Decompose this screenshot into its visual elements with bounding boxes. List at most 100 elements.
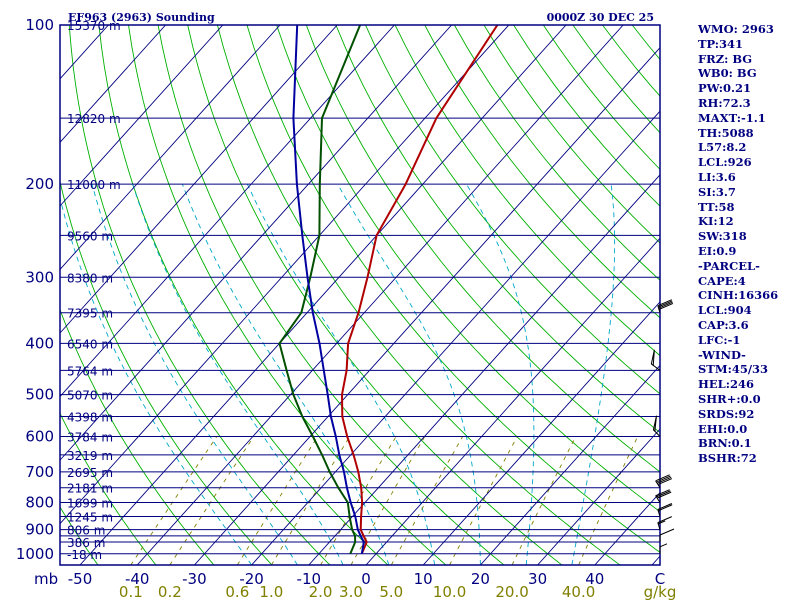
- index-6: MAXT:-1.1: [698, 110, 766, 125]
- mixing-ratio-tick: 40.0: [562, 583, 595, 600]
- pressure-label: 1000: [16, 545, 54, 563]
- isotherm: [0, 25, 51, 565]
- dry-adiabat: [128, 25, 447, 565]
- moist-adiabat: [246, 184, 436, 565]
- height-label: 2181 m: [67, 482, 113, 496]
- pressure-label: 700: [25, 463, 54, 481]
- barb-flag: [650, 349, 655, 367]
- index-25: SHR+:0.0: [698, 391, 761, 406]
- isotherm: [308, 174, 660, 565]
- index-16: -PARCEL-: [698, 258, 760, 273]
- barb-full: [657, 516, 673, 524]
- dry-adiabat: [394, 25, 660, 357]
- barb-full: [657, 504, 673, 512]
- moist-adiabat: [132, 184, 344, 565]
- temperature-tick: -40: [125, 570, 150, 588]
- mixing-ratio-tick: 0.1: [119, 583, 143, 600]
- wind-barb: [650, 349, 661, 371]
- series-temperature: [341, 25, 499, 555]
- height-label: 1699 m: [67, 497, 113, 511]
- temperature-tick: 10: [414, 570, 433, 588]
- temperature-tick: -20: [239, 570, 264, 588]
- wind-barb: [659, 528, 675, 543]
- index-21: LFC:-1: [698, 332, 741, 347]
- chart-title: EF963 (2963) Sounding: [68, 11, 215, 24]
- mixing-ratio-tick: 2.0: [309, 583, 333, 600]
- temperature-unit-label: C: [655, 570, 665, 588]
- dry-adiabat: [157, 25, 505, 565]
- wind-barb: [657, 299, 674, 313]
- index-10: LI:3.6: [698, 169, 736, 184]
- pressure-label: 800: [25, 494, 54, 512]
- pressure-label: 400: [25, 334, 54, 352]
- height-label: 9560 m: [67, 229, 113, 243]
- mixing-ratio-line: [169, 436, 255, 565]
- temperature-tick: -50: [68, 570, 93, 588]
- temperature-tick: 30: [528, 570, 547, 588]
- index-7: TH:5088: [698, 125, 754, 140]
- dry-adiabat: [365, 25, 660, 395]
- isotherm: [136, 25, 624, 565]
- index-4: PW:0.21: [698, 81, 752, 96]
- isotherm: [60, 25, 395, 398]
- temperature-tick: -30: [182, 570, 207, 588]
- mixing-ratio-line: [350, 436, 426, 565]
- isotherm: [365, 237, 660, 565]
- height-label: 3784 m: [67, 430, 113, 444]
- index-29: BSHR:72: [698, 451, 757, 466]
- mixing-ratio-line: [511, 436, 577, 565]
- index-27: EHI:0.0: [698, 421, 748, 436]
- isotherm: [60, 25, 510, 525]
- barb-half: [657, 520, 666, 525]
- index-2: FRZ: BG: [698, 51, 753, 66]
- dry-adiabat: [187, 25, 563, 565]
- index-28: BRN:0.1: [698, 436, 752, 451]
- mixing-ratio-line: [578, 436, 639, 565]
- series-dewpoint: [278, 25, 362, 555]
- mixing-ratio-unit-label: g/kg: [644, 583, 677, 600]
- mixing-ratio-tick: 3.0: [339, 583, 363, 600]
- mixing-ratio-line: [130, 436, 218, 565]
- barb-full: [657, 503, 673, 510]
- index-19: LCL:904: [698, 303, 752, 318]
- pressure-label: 300: [25, 268, 54, 286]
- index-24: HEL:246: [698, 377, 754, 392]
- height-label: -18 m: [67, 548, 102, 562]
- height-label: 806 m: [67, 524, 105, 538]
- barb-full: [655, 474, 670, 482]
- moist-adiabat: [466, 183, 535, 565]
- mixing-ratio-line: [390, 436, 463, 565]
- moist-adiabat: [181, 184, 390, 565]
- index-26: SRDS:92: [698, 406, 755, 421]
- pressure-label: 500: [25, 386, 54, 404]
- index-0: WMO: 2963: [698, 22, 774, 36]
- moist-adiabat: [571, 184, 616, 565]
- isotherm: [480, 364, 660, 565]
- isotherm: [79, 25, 567, 565]
- wind-barb: [657, 503, 673, 517]
- height-label: 11000 m: [67, 178, 121, 192]
- barb-full: [656, 490, 671, 498]
- wind-barb: [652, 415, 661, 437]
- barb-flag: [652, 415, 657, 433]
- dry-adiabat: [60, 412, 157, 565]
- wind-barbs: [650, 299, 675, 554]
- mixing-ratio-line: [271, 436, 351, 565]
- index-5: RH:72.3: [698, 95, 751, 110]
- mixing-ratio-line: [236, 436, 319, 565]
- height-label: 386 m: [67, 536, 105, 550]
- index-20: CAP:3.6: [698, 317, 749, 332]
- barb-staff: [655, 480, 661, 488]
- index-23: STM:45/33: [698, 362, 769, 377]
- dry-adiabat: [424, 25, 660, 319]
- wind-barb: [655, 474, 673, 488]
- mixing-ratio-tick: 5.0: [379, 583, 403, 600]
- barb-full: [657, 478, 673, 485]
- chart-grid: [0, 25, 660, 565]
- index-14: SW:318: [698, 229, 747, 244]
- height-label: 7395 m: [67, 307, 113, 321]
- dry-adiabat: [246, 25, 660, 553]
- barb-full: [657, 299, 673, 307]
- isotherm: [422, 301, 660, 565]
